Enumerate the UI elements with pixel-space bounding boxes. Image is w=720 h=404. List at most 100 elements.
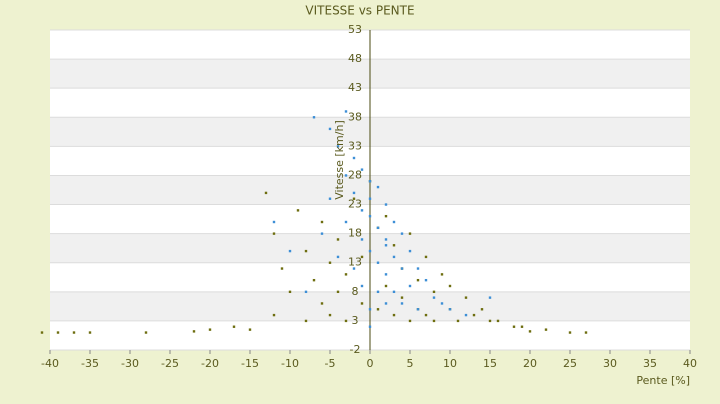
y-tick-label: 23 (348, 198, 362, 211)
scatter-point (400, 296, 404, 299)
scatter-point (264, 191, 268, 195)
scatter-point (344, 273, 348, 276)
x-tick-label: 15 (483, 357, 497, 370)
scatter-point (304, 249, 308, 253)
scatter-point (400, 267, 404, 270)
scatter-point (352, 267, 356, 270)
scatter-point (368, 180, 372, 183)
scatter-point (384, 284, 388, 288)
scatter-point (432, 296, 436, 299)
scatter-point (272, 220, 276, 224)
x-tick-label: -40 (41, 357, 59, 370)
scatter-point (360, 255, 364, 259)
scatter-point (432, 319, 436, 323)
scatter-point (88, 331, 92, 334)
y-axis-label: Vitesse [km/h] (333, 120, 346, 200)
y-tick-label: 13 (348, 256, 362, 269)
scatter-point (384, 214, 388, 218)
scatter-point (368, 308, 372, 311)
scatter-point (192, 330, 196, 333)
scatter-point (328, 127, 332, 131)
scatter-point (392, 244, 396, 247)
x-tick-label: 20 (523, 357, 537, 370)
scatter-point (392, 290, 396, 294)
scatter-point (56, 331, 60, 334)
scatter-point (368, 214, 372, 218)
scatter-point (360, 284, 364, 288)
scatter-point (464, 313, 468, 317)
y-tick-label: -2 (350, 343, 361, 356)
scatter-point (320, 232, 324, 235)
scatter-point (392, 313, 396, 317)
scatter-point (360, 238, 364, 241)
scatter-point (496, 319, 500, 323)
scatter-point (568, 331, 572, 334)
scatter-point (352, 191, 356, 195)
scatter-point (376, 185, 380, 189)
chart-title: VITESSE vs PENTE (305, 4, 414, 18)
scatter-point (416, 308, 420, 311)
scatter-point (288, 290, 292, 294)
scatter-point (376, 261, 380, 264)
x-tick-label: 5 (407, 357, 414, 370)
x-tick-label: -35 (81, 357, 99, 370)
scatter-point (248, 328, 252, 331)
x-axis-label: Pente [%] (636, 374, 690, 387)
scatter-point (488, 319, 492, 323)
scatter-point (448, 308, 452, 311)
scatter-point (304, 290, 308, 294)
scatter-point (272, 313, 276, 317)
scatter-point (440, 302, 444, 305)
scatter-point (344, 319, 348, 323)
x-tick-label: 35 (643, 357, 657, 370)
scatter-point (408, 249, 412, 253)
scatter-point (520, 325, 524, 328)
x-tick-label: -10 (281, 357, 299, 370)
scatter-point (328, 261, 332, 264)
scatter-point (312, 278, 316, 282)
scatter-point (408, 284, 412, 288)
scatter-point (488, 296, 492, 299)
scatter-point (360, 209, 364, 212)
scatter-point (376, 308, 380, 311)
scatter-point (344, 174, 348, 177)
scatter-point (320, 302, 324, 305)
x-tick-label: -15 (241, 357, 259, 370)
scatter-point (424, 278, 428, 282)
scatter-point (384, 203, 388, 206)
scatter-point (336, 238, 340, 241)
scatter-point (280, 267, 284, 270)
scatter-point (344, 110, 348, 113)
x-tick-label: 30 (603, 357, 617, 370)
scatter-point (72, 331, 76, 334)
scatter-point (440, 273, 444, 276)
scatter-point (368, 325, 372, 328)
y-tick-label: 53 (348, 23, 362, 36)
scatter-point (472, 313, 476, 317)
x-tick-label: -25 (161, 357, 179, 370)
scatter-point (352, 197, 356, 200)
scatter-point (424, 313, 428, 317)
scatter-point (456, 319, 460, 323)
scatter-point (232, 325, 236, 328)
scatter-point (328, 313, 332, 317)
scatter-point (336, 255, 340, 259)
scatter-point (336, 145, 340, 148)
scatter-point (584, 331, 588, 334)
scatter-point (144, 331, 148, 334)
y-tick-label: 33 (348, 139, 362, 152)
y-tick-label: 48 (348, 52, 362, 65)
x-tick-label: 40 (683, 357, 697, 370)
scatter-point (328, 197, 332, 200)
x-tick-label: 25 (563, 357, 577, 370)
y-tick-label: 43 (348, 81, 362, 94)
y-tick-label: 3 (352, 314, 359, 327)
scatter-point (384, 238, 388, 241)
scatter-point (400, 232, 404, 235)
scatter-point (208, 328, 212, 331)
scatter-point (464, 296, 468, 299)
x-tick-label: 0 (367, 357, 374, 370)
scatter-point (416, 267, 420, 270)
scatter-point (424, 255, 428, 259)
